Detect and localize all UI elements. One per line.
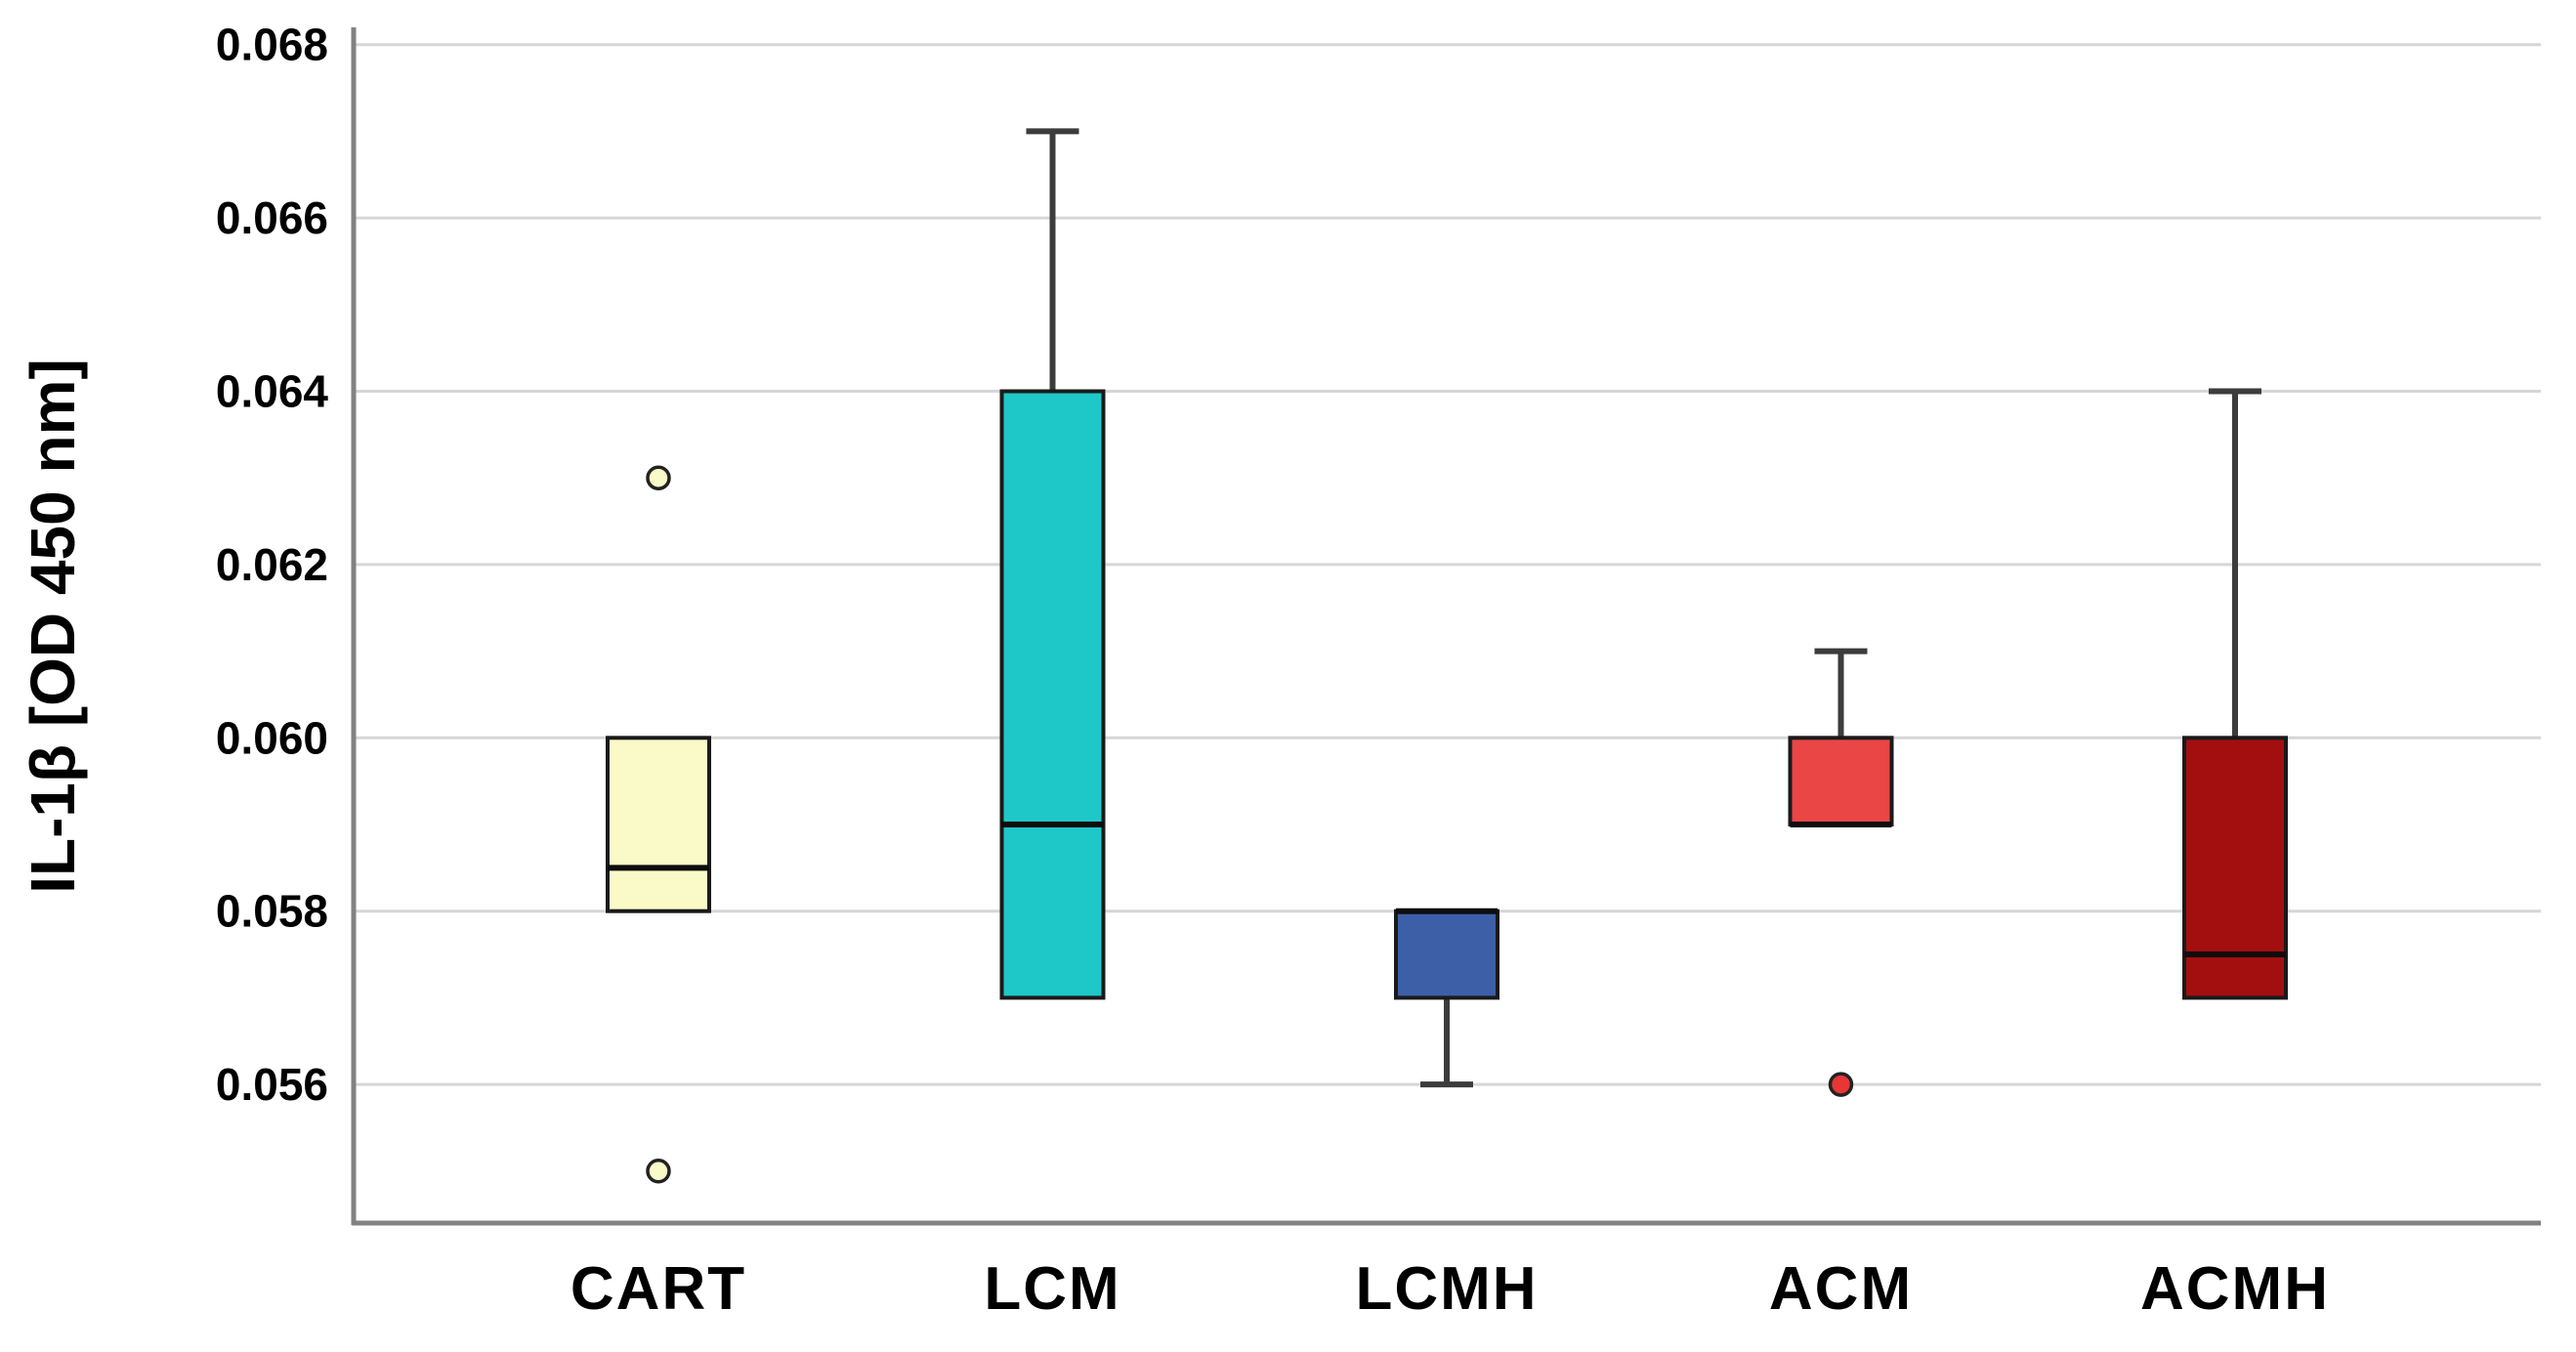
y-axis-title: IL-1β [OD 450 nm] [18, 359, 88, 894]
y-tick-label: 0.068 [216, 20, 328, 70]
outlier-point [1828, 1072, 1854, 1097]
box-LCMH [1394, 908, 1499, 1000]
box-ACM [1788, 736, 1894, 826]
x-category-label: ACMH [2140, 1255, 2330, 1323]
x-category-label: LCMH [1355, 1255, 1538, 1323]
box-ACMH [2182, 736, 2288, 1000]
x-category-label: LCM [984, 1255, 1120, 1323]
y-tick-label: 0.060 [216, 712, 328, 763]
y-tick-label: 0.058 [216, 886, 328, 937]
y-tick-label: 0.056 [216, 1059, 328, 1110]
y-tick-label: 0.062 [216, 539, 328, 590]
y-tick-label: 0.064 [216, 366, 329, 417]
outlier-point [646, 1159, 671, 1184]
box-LCM [999, 389, 1106, 1000]
x-category-label: CART [570, 1255, 746, 1323]
y-tick-label: 0.066 [216, 192, 328, 243]
x-category-label: ACM [1769, 1255, 1913, 1323]
box-CART [606, 736, 711, 913]
outlier-point [646, 465, 671, 490]
